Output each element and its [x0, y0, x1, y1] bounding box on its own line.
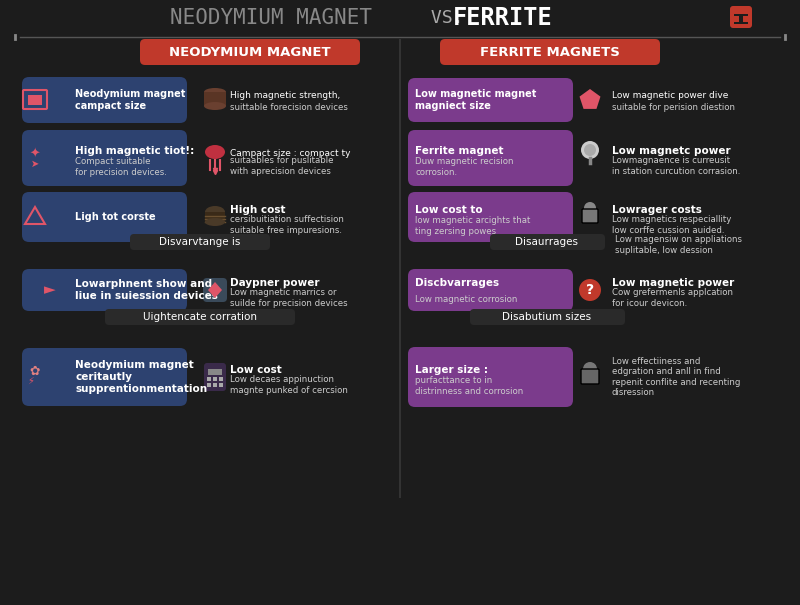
- Text: ✿: ✿: [30, 364, 40, 378]
- Bar: [213, 383, 217, 387]
- Bar: [0, 37, 398, 505]
- FancyBboxPatch shape: [408, 347, 573, 407]
- Text: Low magensiw on appliations
suplitable, low dession: Low magensiw on appliations suplitable, …: [615, 235, 742, 255]
- Text: VS.: VS.: [420, 9, 474, 27]
- FancyBboxPatch shape: [22, 269, 187, 311]
- Text: Low magnetic magnet
magniect size: Low magnetic magnet magniect size: [415, 89, 536, 111]
- Text: High magnetic tiot!:: High magnetic tiot!:: [75, 146, 194, 156]
- Bar: [734, 14, 748, 24]
- Circle shape: [581, 141, 599, 159]
- Text: Uightencate corration: Uightencate corration: [143, 312, 257, 322]
- Text: NEODYMIUM MAGNET: NEODYMIUM MAGNET: [170, 8, 372, 28]
- Text: Duw magnetic recision
corrosion.: Duw magnetic recision corrosion.: [415, 157, 514, 177]
- FancyBboxPatch shape: [408, 78, 573, 122]
- Polygon shape: [579, 89, 601, 109]
- Text: Larger size :: Larger size :: [415, 365, 488, 375]
- Bar: [734, 16, 739, 22]
- Bar: [402, 37, 800, 505]
- Bar: [207, 383, 211, 387]
- Text: High cost: High cost: [230, 205, 286, 215]
- FancyBboxPatch shape: [204, 363, 226, 391]
- FancyBboxPatch shape: [22, 130, 187, 186]
- Text: Daypner power: Daypner power: [230, 278, 319, 288]
- FancyBboxPatch shape: [440, 39, 660, 65]
- Circle shape: [584, 202, 596, 214]
- Text: High magnetic strength,: High magnetic strength,: [230, 91, 340, 99]
- FancyBboxPatch shape: [408, 192, 573, 242]
- Ellipse shape: [205, 206, 225, 218]
- Text: suitaables for puslitable
with aprecision devices: suitaables for puslitable with aprecisio…: [230, 156, 334, 175]
- Bar: [219, 377, 223, 381]
- Text: Lowmagnaence is curreusit
in station curcution corrasion.: Lowmagnaence is curreusit in station cur…: [612, 156, 740, 175]
- Text: Neodymium magnet
ceritautly
supprentionmentation: Neodymium magnet ceritautly supprentionm…: [75, 361, 207, 394]
- Text: ⚡: ⚡: [27, 376, 34, 386]
- Bar: [0, 0, 800, 35]
- Bar: [204, 92, 226, 106]
- Circle shape: [583, 362, 597, 376]
- FancyBboxPatch shape: [105, 309, 295, 325]
- Text: Ligh tot corste: Ligh tot corste: [75, 212, 156, 222]
- Text: Low cost to: Low cost to: [415, 205, 482, 215]
- Bar: [743, 16, 748, 22]
- Text: Compact suitable
for precision devices.: Compact suitable for precision devices.: [75, 157, 167, 177]
- Text: Low magnetc power: Low magnetc power: [612, 146, 730, 156]
- Text: ✦: ✦: [30, 148, 40, 160]
- Text: ?: ?: [586, 283, 594, 297]
- FancyBboxPatch shape: [22, 192, 187, 242]
- Text: NEODYMIUM MAGNET: NEODYMIUM MAGNET: [169, 45, 331, 59]
- FancyBboxPatch shape: [490, 234, 605, 250]
- Bar: [205, 212, 225, 222]
- Text: Low magnetic corrosion: Low magnetic corrosion: [415, 295, 518, 304]
- Text: Discbvarrages: Discbvarrages: [415, 278, 499, 288]
- Circle shape: [579, 279, 601, 301]
- Text: purfacttance to in
distrinness and corrosion: purfacttance to in distrinness and corro…: [415, 376, 523, 396]
- Text: FERRITE MAGNETS: FERRITE MAGNETS: [480, 45, 620, 59]
- Text: Disvarvtange is: Disvarvtange is: [159, 237, 241, 247]
- FancyBboxPatch shape: [203, 278, 227, 302]
- Text: suittable forecision devices: suittable forecision devices: [230, 103, 348, 113]
- Text: Low effectiiness and
edgration and anll in find
repenit conflite and recenting
d: Low effectiiness and edgration and anll …: [612, 357, 740, 397]
- FancyBboxPatch shape: [581, 369, 599, 384]
- Text: Disabutium sizes: Disabutium sizes: [502, 312, 591, 322]
- FancyBboxPatch shape: [582, 209, 598, 223]
- Bar: [28, 95, 42, 105]
- Text: Low magnetic marrics or
suilde for precision devices: Low magnetic marrics or suilde for preci…: [230, 289, 348, 308]
- Ellipse shape: [205, 145, 225, 159]
- Text: ►: ►: [44, 283, 56, 298]
- Text: suitable for perision diestion: suitable for perision diestion: [612, 103, 735, 113]
- Ellipse shape: [204, 88, 226, 96]
- Text: Cow grefermenls applcation
for icour devicon.: Cow grefermenls applcation for icour dev…: [612, 289, 733, 308]
- FancyBboxPatch shape: [470, 309, 625, 325]
- Text: Low magnetic power: Low magnetic power: [612, 278, 734, 288]
- FancyBboxPatch shape: [730, 6, 752, 28]
- Text: Low magnetics respeciallity
low corffe cussion auided.: Low magnetics respeciallity low corffe c…: [612, 215, 731, 235]
- Text: Disaurrages: Disaurrages: [515, 237, 578, 247]
- Text: Campact size : compact ty: Campact size : compact ty: [230, 148, 350, 157]
- Bar: [207, 377, 211, 381]
- Text: Low decaes appinuction
magnte punked of cercsion: Low decaes appinuction magnte punked of …: [230, 375, 348, 394]
- Ellipse shape: [204, 102, 226, 110]
- Polygon shape: [208, 282, 222, 298]
- Text: Lowarphnent show and
liue in suiession devices: Lowarphnent show and liue in suiession d…: [75, 279, 218, 301]
- FancyBboxPatch shape: [408, 130, 573, 186]
- FancyBboxPatch shape: [140, 39, 360, 65]
- FancyBboxPatch shape: [22, 348, 187, 406]
- Ellipse shape: [205, 218, 225, 226]
- Text: FERRITE: FERRITE: [453, 6, 553, 30]
- Text: Neodymium magnet
campact size: Neodymium magnet campact size: [75, 89, 186, 111]
- Text: ➤: ➤: [31, 159, 39, 169]
- Bar: [219, 383, 223, 387]
- Bar: [208, 369, 222, 375]
- FancyBboxPatch shape: [22, 77, 187, 123]
- Text: Ferrite magnet: Ferrite magnet: [415, 146, 503, 156]
- Circle shape: [584, 144, 596, 156]
- Text: low magnetic arcights that
ting zersing powes: low magnetic arcights that ting zersing …: [415, 217, 530, 236]
- Text: Low cost: Low cost: [230, 365, 282, 375]
- Text: Lowrager costs: Lowrager costs: [612, 205, 702, 215]
- Text: Low magnetic power dive: Low magnetic power dive: [612, 91, 728, 99]
- FancyBboxPatch shape: [130, 234, 270, 250]
- Bar: [213, 377, 217, 381]
- FancyBboxPatch shape: [408, 269, 573, 311]
- Text: cersibuitiation suffectision
suitable free impuresions.: cersibuitiation suffectision suitable fr…: [230, 215, 344, 235]
